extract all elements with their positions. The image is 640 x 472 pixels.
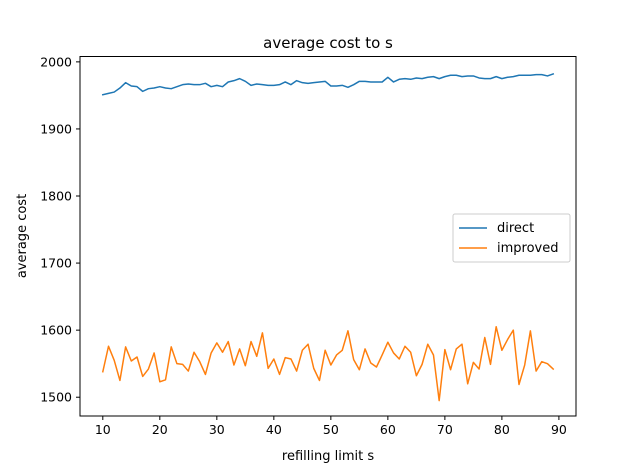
x-tick-label: 10: [95, 422, 111, 437]
x-tick-label: 20: [152, 422, 168, 437]
legend-label-improved: improved: [497, 241, 558, 256]
y-tick-label: 1900: [40, 121, 72, 136]
y-tick-label: 1600: [40, 323, 72, 338]
x-tick-label: 30: [209, 422, 225, 437]
legend: direct improved: [452, 213, 571, 263]
series-line-direct: [101, 72, 555, 96]
y-tick-label: 1700: [40, 256, 72, 271]
chart-title: average cost to s: [263, 34, 393, 52]
x-tick-label: 50: [323, 422, 339, 437]
y-axis-label: average cost: [15, 194, 30, 278]
x-tick-label: 90: [551, 422, 567, 437]
series-line-improved: [101, 326, 555, 402]
y-tick-label: 1800: [40, 189, 72, 204]
x-tick-label: 60: [380, 422, 396, 437]
y-tick-label: 1500: [40, 390, 72, 405]
y-tick-label: 2000: [40, 54, 72, 69]
x-tick-label: 80: [494, 422, 510, 437]
x-tick-label: 40: [266, 422, 282, 437]
legend-label-direct: direct: [497, 221, 534, 236]
x-tick-label: 70: [437, 422, 453, 437]
plot-frame: [79, 56, 577, 417]
y-axis-ticks: 1500 1600 1700 1800 1900 2000: [40, 54, 80, 405]
plot-lines: [101, 72, 555, 402]
legend-box: [452, 213, 571, 263]
x-axis-ticks: 10 20 30 40 50 60 70 80 90: [95, 416, 567, 437]
x-axis-label: refilling limit s: [282, 449, 374, 464]
